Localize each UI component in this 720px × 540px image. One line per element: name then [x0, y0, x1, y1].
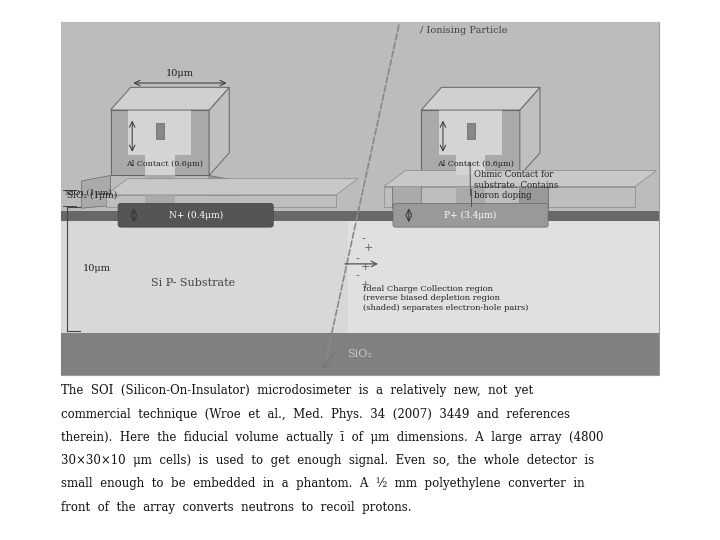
- FancyBboxPatch shape: [118, 204, 274, 227]
- Bar: [456, 174, 485, 206]
- Text: +: +: [364, 243, 374, 253]
- Polygon shape: [106, 179, 358, 195]
- Text: Al Contact (0.6μm): Al Contact (0.6μm): [126, 160, 203, 168]
- Text: -: -: [361, 234, 365, 244]
- Bar: [128, 110, 192, 154]
- Bar: [145, 145, 174, 176]
- Text: 10μm: 10μm: [83, 265, 111, 273]
- Text: small  enough  to  be  embedded  in  a  phantom.  A  ½  mm  polyethylene  conver: small enough to be embedded in a phantom…: [61, 477, 585, 490]
- Polygon shape: [520, 176, 549, 208]
- Text: Ideal Charge Collection region
(reverse biased depletion region
(shaded) separat: Ideal Charge Collection region (reverse …: [363, 285, 528, 312]
- Text: Si P- Substrate: Si P- Substrate: [150, 278, 235, 288]
- Polygon shape: [392, 176, 421, 208]
- Text: +: +: [361, 280, 371, 290]
- Bar: [61, 333, 659, 375]
- Bar: [61, 216, 348, 333]
- Polygon shape: [81, 176, 110, 208]
- Text: +: +: [361, 262, 371, 272]
- Bar: [467, 123, 474, 139]
- Text: 10μm: 10μm: [166, 69, 194, 78]
- Bar: [439, 110, 502, 154]
- Polygon shape: [209, 87, 229, 176]
- Text: therein).  Here  the  fiducial  volume  actually  ī  of  μm  dimensions.  A  lar: therein). Here the fiducial volume actua…: [61, 431, 603, 444]
- Polygon shape: [421, 87, 540, 110]
- Text: front  of  the  array  converts  neutrons  to  recoil  protons.: front of the array converts neutrons to …: [61, 501, 412, 514]
- Bar: [456, 145, 485, 176]
- Text: The  SOI  (Silicon-On-Insulator)  microdosimeter  is  a  relatively  new,  not  : The SOI (Silicon-On-Insulator) microdosi…: [61, 384, 534, 397]
- FancyBboxPatch shape: [393, 204, 548, 227]
- Text: -: -: [355, 254, 359, 264]
- Bar: [61, 22, 659, 375]
- Text: SiO₂ (1μm): SiO₂ (1μm): [67, 191, 117, 200]
- Polygon shape: [384, 187, 635, 207]
- Bar: [61, 22, 659, 216]
- Text: Al Contact (0.6μm): Al Contact (0.6μm): [437, 160, 514, 168]
- Text: 30×30×10  μm  cells)  is  used  to  get  enough  signal.  Even  so,  the  whole : 30×30×10 μm cells) is used to get enough…: [61, 454, 594, 467]
- Text: / Ionising Particle: / Ionising Particle: [420, 26, 508, 35]
- Text: commercial  technique  (Wroe  et  al.,  Med.  Phys.  34  (2007)  3449  and  refe: commercial technique (Wroe et al., Med. …: [61, 408, 570, 421]
- Bar: [110, 110, 209, 176]
- Polygon shape: [209, 176, 238, 208]
- Bar: [145, 174, 174, 206]
- Polygon shape: [384, 171, 657, 187]
- Bar: [348, 216, 659, 333]
- Text: Ohmic Contact for
substrate. Contains
boron doping: Ohmic Contact for substrate. Contains bo…: [474, 170, 558, 200]
- Polygon shape: [110, 87, 229, 110]
- Text: SiO₂ (1μm): SiO₂ (1μm): [65, 190, 112, 198]
- Text: SiO₂: SiO₂: [348, 349, 372, 359]
- Bar: [421, 110, 520, 176]
- Text: N+ (0.4μm): N+ (0.4μm): [168, 211, 222, 220]
- Bar: [61, 211, 659, 221]
- Polygon shape: [520, 87, 540, 176]
- Polygon shape: [106, 195, 336, 207]
- Text: -: -: [355, 271, 359, 281]
- Bar: [156, 123, 163, 139]
- Text: P+ (3.4μm): P+ (3.4μm): [444, 211, 497, 220]
